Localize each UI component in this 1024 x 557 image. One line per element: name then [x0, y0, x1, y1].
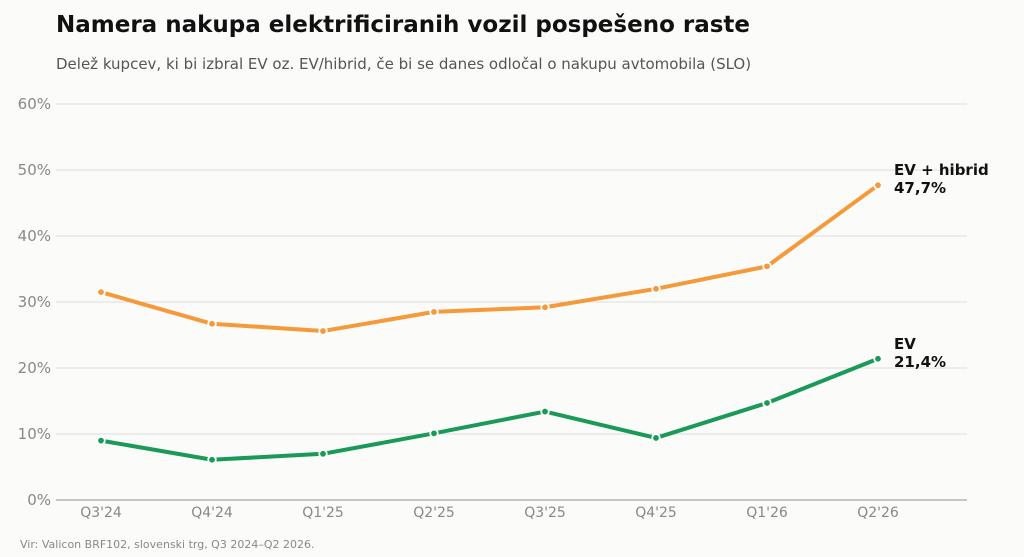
data-point-ev-hybrid — [762, 261, 772, 272]
data-point-ev-hybrid — [318, 326, 328, 336]
data-point-ev-hybrid — [540, 302, 550, 312]
y-tick-label: 0% — [27, 491, 51, 509]
x-tick-label: Q2'26 — [857, 505, 899, 521]
x-tick-label: Q1'26 — [746, 505, 788, 521]
data-point-ev — [96, 435, 106, 446]
data-point-ev-hybrid — [429, 307, 439, 317]
y-tick-label: 60% — [18, 95, 51, 113]
data-point-ev-hybrid — [96, 287, 106, 297]
x-tick-label: Q1'25 — [302, 505, 344, 521]
series-line-ev-hybrid — [99, 183, 880, 334]
y-tick-label: 10% — [18, 425, 51, 443]
series-name-label: EV — [894, 335, 916, 353]
data-point-ev — [318, 449, 328, 459]
series-name-label: EV + hibrid — [894, 161, 989, 179]
y-tick-label: 30% — [18, 293, 51, 311]
y-tick-label: 20% — [18, 359, 51, 377]
chart-title: Namera nakupa elektrificiranih vozil pos… — [56, 12, 751, 38]
data-point-ev — [429, 428, 439, 439]
chart-source: Vir: Valicon BRF102, slovenski trg, Q3 2… — [20, 538, 315, 551]
x-tick-label: Q4'25 — [635, 505, 677, 521]
data-point-ev — [873, 354, 883, 364]
data-point-ev-hybrid — [651, 284, 661, 294]
y-tick-label: 40% — [18, 227, 51, 245]
data-point-ev — [651, 433, 661, 443]
data-point-ev — [762, 398, 772, 408]
chart-subtitle: Delež kupcev, ki bi izbral EV oz. EV/hib… — [56, 55, 752, 73]
data-point-ev — [540, 406, 550, 417]
data-point-ev-hybrid — [207, 319, 217, 329]
series-end-value-label: 47,7% — [894, 179, 946, 197]
data-point-ev-hybrid — [873, 180, 883, 190]
data-point-ev — [207, 455, 217, 465]
series-end-value-label: 21,4% — [894, 353, 946, 371]
x-tick-label: Q3'24 — [80, 505, 122, 521]
x-tick-label: Q2'25 — [413, 505, 455, 521]
x-tick-label: Q3'25 — [524, 505, 566, 521]
y-tick-label: 50% — [18, 161, 51, 179]
x-tick-label: Q4'24 — [191, 505, 233, 521]
series-line-ev — [99, 356, 880, 462]
